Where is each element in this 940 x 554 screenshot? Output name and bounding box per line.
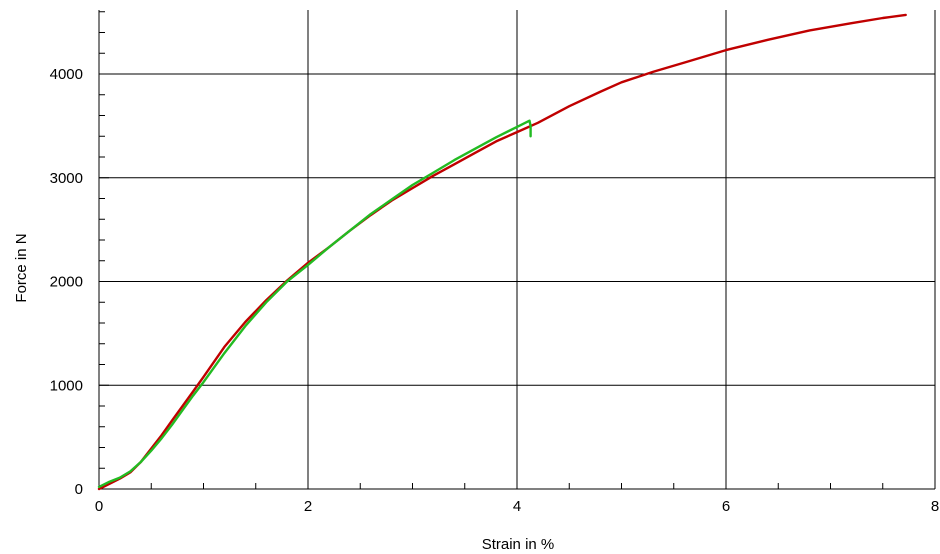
x-tick-label: 6 [722, 498, 730, 515]
series-line-0 [97, 13, 907, 491]
axes [98, 10, 936, 490]
x-tick-label: 0 [95, 498, 103, 515]
grid [99, 10, 936, 489]
series-layer [97, 13, 907, 491]
x-axis-title: Strain in % [482, 536, 555, 553]
y-tick-label: 3000 [50, 170, 83, 187]
y-tick-label: 0 [75, 481, 83, 498]
y-axis-title: Force in N [13, 233, 30, 302]
x-tick-label: 4 [513, 498, 521, 515]
y-tick-label: 2000 [50, 274, 83, 291]
y-tick-label: 1000 [50, 377, 83, 394]
x-tick-label: 8 [931, 498, 939, 515]
tick-labels: 0 2 4 6 8 0 1000 2000 3000 4000 [50, 66, 940, 515]
series-line-1 [97, 119, 532, 489]
x-tick-label: 2 [304, 498, 312, 515]
y-tick-label: 4000 [50, 66, 83, 83]
